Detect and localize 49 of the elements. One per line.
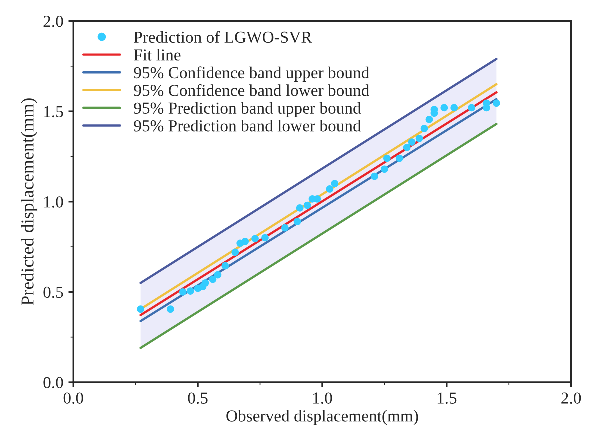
point [420,125,428,132]
y-tick-label: 2.0 [44,16,64,28]
x-axis-title: Observed displacement(mm) [226,410,418,425]
point [222,262,230,270]
point [450,104,458,112]
point [396,154,404,162]
legend-label: Fit line [134,49,181,61]
point [252,235,259,243]
x-tick-label: 1.5 [438,392,457,404]
point [426,116,434,124]
point [281,224,289,232]
y-tick-label: 1.0 [44,196,64,208]
x-tick-label: 0.0 [64,392,84,404]
point [371,172,378,180]
point [326,186,334,193]
point [493,100,500,108]
y-axis-title: Predicted displacement(mm) [21,98,38,306]
point [304,202,312,210]
legend-label: 95% Prediction band lower bound [134,120,362,132]
legend-label: 95% Confidence band lower bound [134,84,370,96]
point [242,238,250,246]
point [232,248,240,256]
x-tick-label: 1.0 [314,392,332,404]
point [384,154,391,162]
point [209,276,217,284]
point [440,104,448,112]
legend-label: 95% Confidence band upper bound [134,66,370,82]
point [416,134,424,142]
point [331,180,339,188]
y-tick-label: 0.0 [44,377,64,389]
point [179,288,187,296]
point [167,306,174,314]
point [137,306,144,314]
legend-label: Prediction of LGWO-SVR [134,31,312,44]
point [403,144,411,152]
point [408,138,416,146]
point [381,166,388,174]
y-tick-label: 1.5 [44,106,64,118]
point [202,279,210,287]
point [468,104,476,112]
point [294,218,302,226]
point [262,234,269,242]
point [186,288,194,295]
point [214,271,222,279]
y-tick-label: 0.5 [44,286,64,298]
x-tick-label: 2.0 [562,392,582,404]
legend-label: 95% Prediction band upper bound [134,102,362,118]
point [296,204,304,212]
x-tick-label: 0.5 [188,392,208,404]
